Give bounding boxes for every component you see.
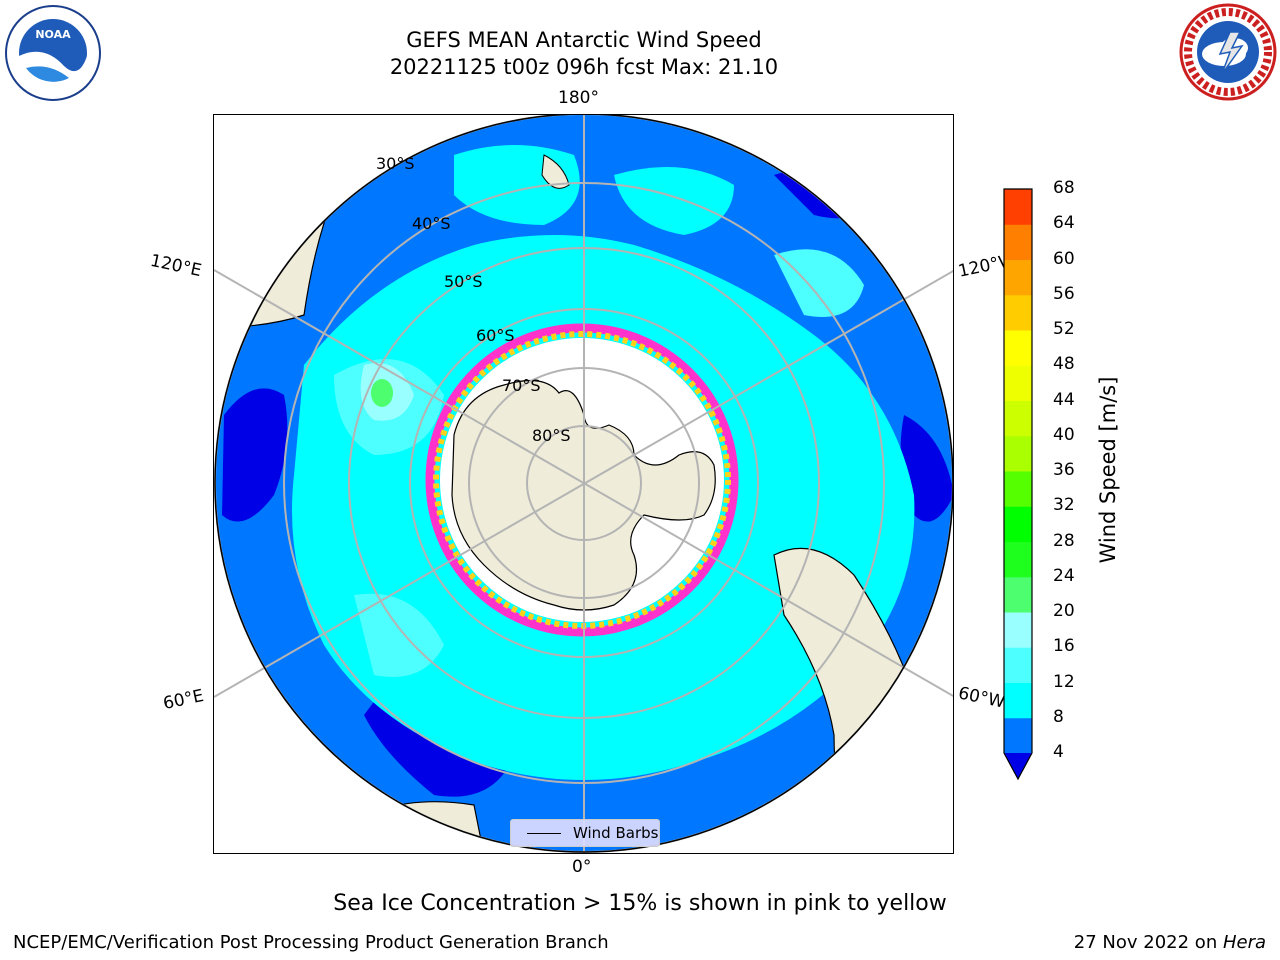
lat-label: 30°S bbox=[376, 154, 415, 173]
lon-label-0: 0° bbox=[572, 857, 592, 877]
colorbar-band bbox=[1004, 330, 1032, 366]
lat-label: 70°S bbox=[502, 376, 541, 395]
wind-12-16 bbox=[354, 593, 444, 677]
colorbar-tick-label: 64 bbox=[1053, 213, 1075, 234]
lat-label: 40°S bbox=[412, 214, 451, 233]
noaa-logo: NOAA bbox=[5, 5, 101, 101]
low-wind-patch bbox=[900, 415, 953, 522]
sea-ice-edge bbox=[425, 323, 739, 637]
colorbar-tick-label: 12 bbox=[1053, 671, 1075, 692]
colorbar-band bbox=[1004, 682, 1032, 719]
colorbar-label: Wind Speed [m/s] bbox=[1096, 376, 1120, 564]
colorbar bbox=[1003, 188, 1033, 781]
lat-label: 60°S bbox=[476, 326, 515, 345]
colorbar-band bbox=[1004, 224, 1032, 260]
new-zealand-land bbox=[541, 154, 570, 189]
colorbar-tick-label: 40 bbox=[1053, 424, 1075, 445]
map-panel: 30°S 40°S 50°S 60°S 70°S 80°S bbox=[213, 114, 954, 854]
map-legend: Wind Barbs bbox=[510, 819, 660, 847]
colorbar-band bbox=[1004, 612, 1032, 648]
colorbar-tick-label: 44 bbox=[1053, 389, 1075, 410]
colorbar-band bbox=[1004, 471, 1032, 507]
colorbar-tick-label: 8 bbox=[1053, 706, 1064, 727]
colorbar-band bbox=[1004, 541, 1032, 578]
footer-date: 27 Nov 2022 on bbox=[1073, 932, 1223, 953]
graticule bbox=[214, 115, 953, 853]
wind-12-16 bbox=[774, 249, 864, 317]
wind-barb-line-icon bbox=[527, 832, 561, 834]
wind-20-24 bbox=[371, 379, 393, 407]
colorbar-tick-label: 56 bbox=[1053, 283, 1075, 304]
colorbar-tick-label: 4 bbox=[1053, 742, 1064, 762]
colorbar-band bbox=[1004, 400, 1032, 437]
sea-ice-note: Sea Ice Concentration > 15% is shown in … bbox=[333, 891, 947, 916]
lat-label: 50°S bbox=[444, 272, 483, 291]
nws-logo bbox=[1179, 3, 1277, 101]
colorbar-tick-label: 60 bbox=[1053, 248, 1075, 269]
colorbar-tick-label: 32 bbox=[1053, 495, 1075, 516]
lon-label-120e: 120°E bbox=[148, 250, 204, 282]
lat-label: 80°S bbox=[532, 426, 571, 445]
colorbar-band bbox=[1004, 365, 1032, 401]
polar-map: 30°S 40°S 50°S 60°S 70°S 80°S bbox=[214, 115, 953, 853]
low-wind-patch bbox=[222, 388, 288, 522]
colorbar-band bbox=[1004, 576, 1032, 613]
colorbar-tick-label: 68 bbox=[1053, 178, 1075, 198]
colorbar-band bbox=[1004, 259, 1032, 296]
colorbar-band bbox=[1004, 189, 1032, 225]
colorbar-band bbox=[1004, 647, 1032, 683]
colorbar-tick-label: 52 bbox=[1053, 319, 1075, 339]
colorbar-tick-label: 28 bbox=[1053, 530, 1075, 551]
chart-title: GEFS MEAN Antarctic Wind Speed bbox=[406, 28, 762, 52]
colorbar-tick-label: 20 bbox=[1053, 601, 1075, 621]
lon-label-60w: 60°W bbox=[956, 683, 1007, 713]
chart-subtitle: 20221125 t00z 096h fcst Max: 21.10 bbox=[389, 55, 779, 79]
footer-right: 27 Nov 2022 on Hera bbox=[1074, 932, 1266, 953]
colorbar-band bbox=[1004, 294, 1032, 331]
sea-ice-edge-yellow bbox=[433, 331, 731, 629]
colorbar-band bbox=[1004, 506, 1032, 542]
svg-text:NOAA: NOAA bbox=[35, 28, 71, 41]
lat-labels: 30°S 40°S 50°S 60°S 70°S 80°S bbox=[376, 154, 571, 445]
colorbar-under-extension bbox=[1004, 753, 1032, 779]
lon-label-180: 180° bbox=[558, 88, 599, 108]
colorbar-band bbox=[1004, 717, 1032, 754]
wind-8-12 bbox=[614, 167, 734, 235]
colorbar-tick-label: 24 bbox=[1053, 565, 1075, 586]
colorbar-tick-label: 48 bbox=[1053, 354, 1075, 375]
lon-label-60e: 60°E bbox=[161, 685, 206, 715]
colorbar-tick-label: 36 bbox=[1053, 460, 1075, 480]
colorbar-tick-label: 16 bbox=[1053, 636, 1075, 657]
legend-label: Wind Barbs bbox=[573, 824, 659, 842]
footer-left: NCEP/EMC/Verification Post Processing Pr… bbox=[13, 932, 609, 953]
colorbar-band bbox=[1004, 435, 1032, 472]
footer-host: Hera bbox=[1222, 932, 1266, 953]
